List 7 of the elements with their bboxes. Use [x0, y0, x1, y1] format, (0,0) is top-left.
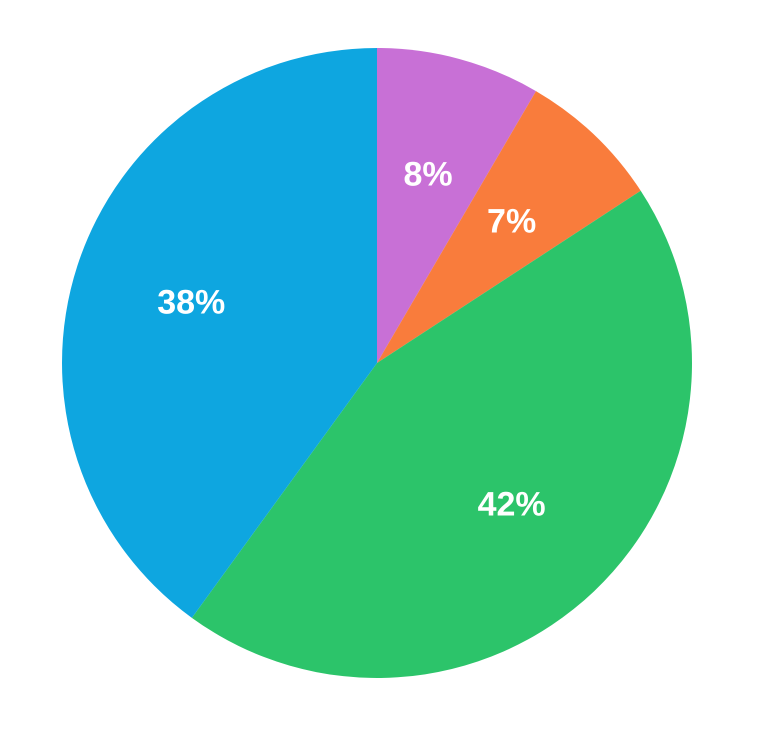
pie-slice: [377, 91, 641, 363]
data-label: 42%: [478, 485, 546, 524]
data-label: 7%: [487, 202, 536, 241]
pie-slice: [62, 48, 377, 618]
data-label: 38%: [157, 284, 226, 322]
data-label: 8%: [403, 155, 453, 194]
pie-slice: [377, 48, 536, 363]
